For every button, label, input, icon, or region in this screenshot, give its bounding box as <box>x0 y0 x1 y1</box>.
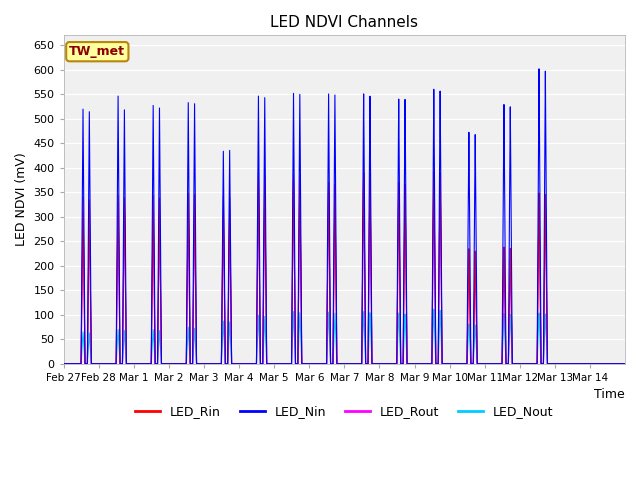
LED_Rin <box>417 361 424 367</box>
LED_Nin <box>476 361 484 367</box>
LED_Rin <box>392 361 399 367</box>
LED_Nin <box>417 361 424 367</box>
LED_Nout <box>392 361 399 367</box>
LED_Rout <box>392 361 399 367</box>
Text: TW_met: TW_met <box>69 45 125 58</box>
LED_Rin <box>60 361 68 367</box>
LED_Nin <box>506 170 514 176</box>
LED_Nout <box>430 307 438 312</box>
LED_Rin <box>88 361 96 367</box>
LED_Nin <box>392 361 399 367</box>
LED_Nin <box>60 361 68 367</box>
LED_Rin <box>621 361 629 367</box>
Y-axis label: LED NDVI (mV): LED NDVI (mV) <box>15 153 28 246</box>
LED_Nout <box>60 361 68 367</box>
LED_Rout <box>88 361 96 367</box>
Legend: LED_Rin, LED_Nin, LED_Rout, LED_Nout: LED_Rin, LED_Nin, LED_Rout, LED_Nout <box>130 400 559 423</box>
LED_Nin <box>535 66 543 72</box>
Line: LED_Nin: LED_Nin <box>64 69 625 364</box>
Line: LED_Nout: LED_Nout <box>64 310 625 364</box>
LED_Rout <box>430 168 438 174</box>
LED_Rout <box>621 361 629 367</box>
LED_Rout <box>476 361 484 367</box>
Title: LED NDVI Channels: LED NDVI Channels <box>270 15 419 30</box>
LED_Nin <box>621 361 629 367</box>
LED_Rout <box>417 361 424 367</box>
LED_Nin <box>263 361 271 367</box>
LED_Nout <box>621 361 629 367</box>
LED_Rin <box>476 361 484 367</box>
LED_Nin <box>88 361 96 367</box>
Line: LED_Rin: LED_Rin <box>64 171 625 364</box>
LED_Rin <box>506 271 514 276</box>
LED_Rout <box>506 278 514 284</box>
LED_Nout <box>506 323 514 328</box>
LED_Rout <box>263 361 271 367</box>
X-axis label: Time: Time <box>595 388 625 401</box>
LED_Nout <box>88 361 96 367</box>
Line: LED_Rout: LED_Rout <box>64 171 625 364</box>
LED_Nout <box>417 361 424 367</box>
LED_Rin <box>263 361 271 367</box>
LED_Rin <box>430 168 438 174</box>
LED_Nout <box>476 361 484 367</box>
LED_Nout <box>263 361 271 367</box>
LED_Rout <box>60 361 68 367</box>
